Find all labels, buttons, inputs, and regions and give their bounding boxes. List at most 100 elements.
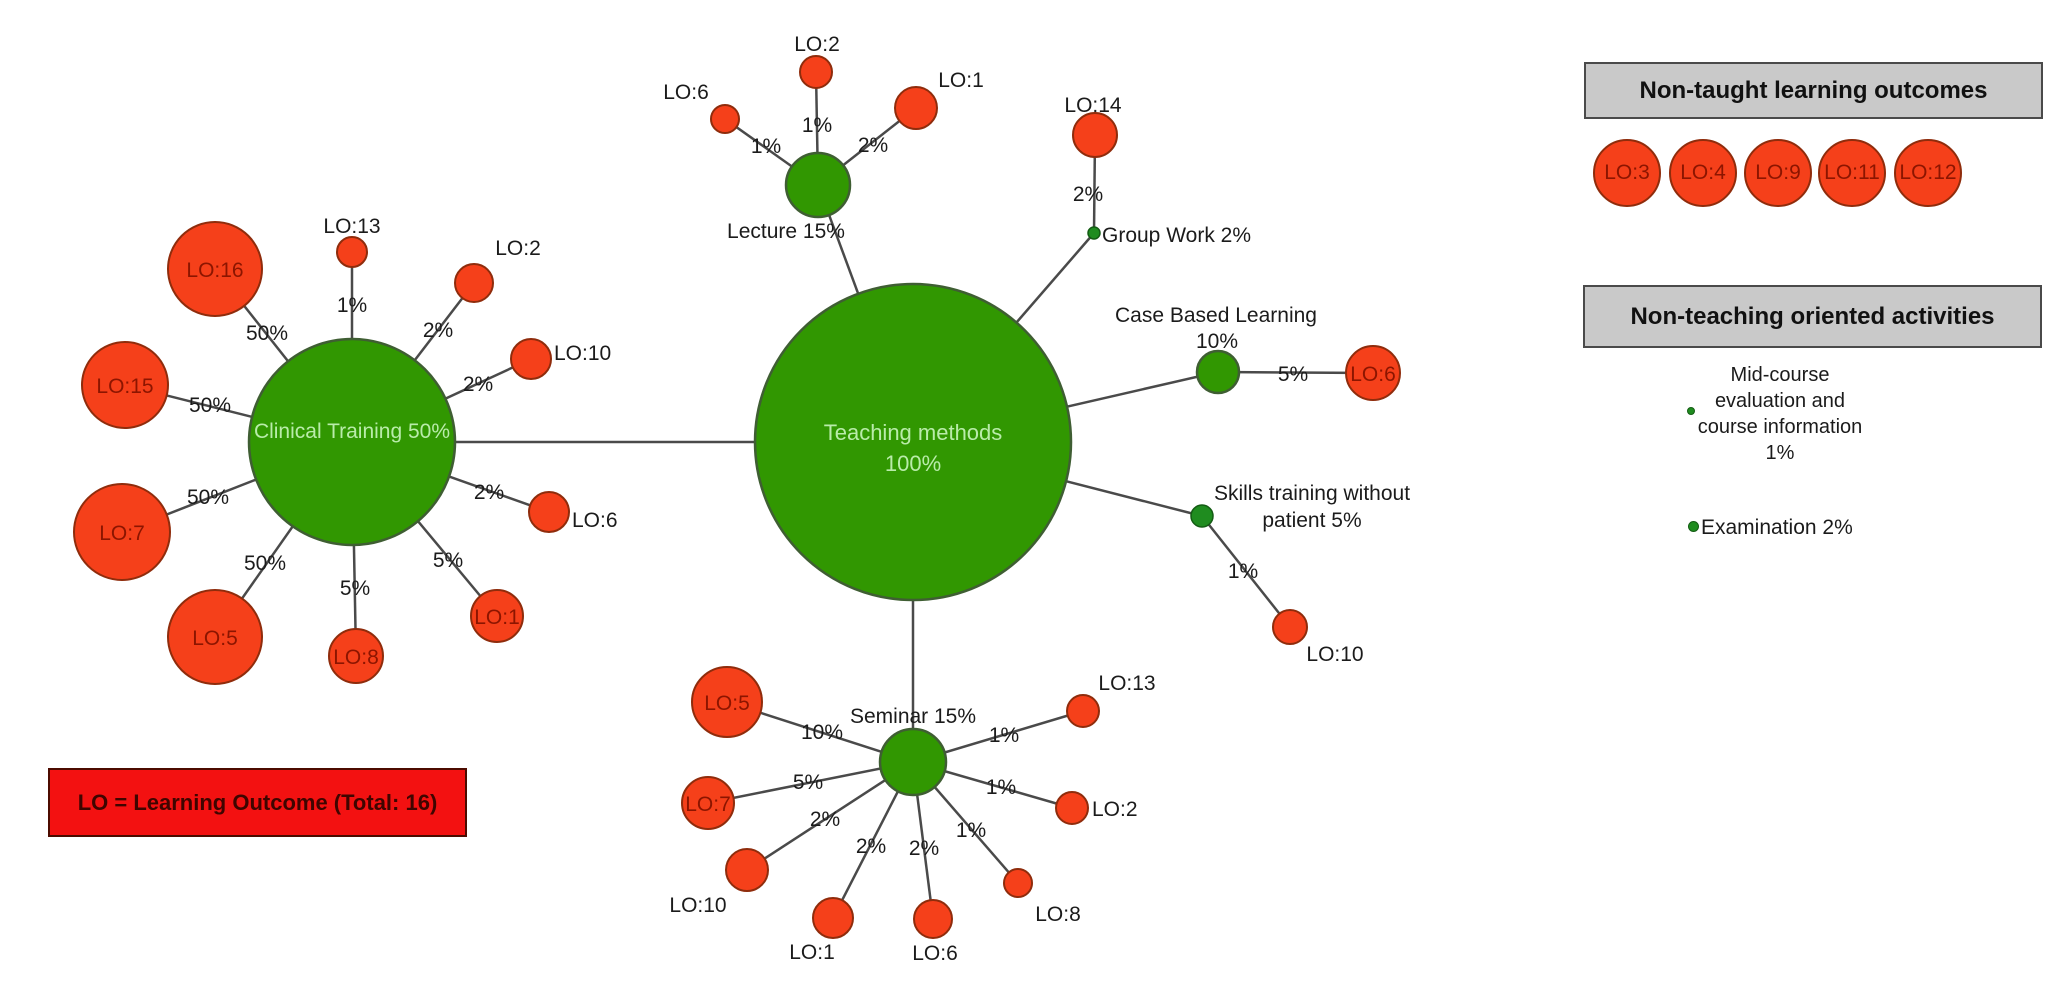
non-taught-lo4-node: LO:4 <box>1669 139 1737 207</box>
clinical-lo5-label: LO:5 <box>192 627 238 650</box>
non-taught-lo4-label: LO:4 <box>1680 161 1726 184</box>
casebased-lo6-node <box>1345 345 1401 401</box>
seminar-lo6-label: LO:6 <box>912 942 958 965</box>
non-teaching-title: Non-teaching oriented activities <box>1630 302 1995 330</box>
teaching-methods-label: Teaching methods <box>824 420 1003 445</box>
lecture-node <box>784 151 852 219</box>
lecture-lo1-label: LO:1 <box>938 69 984 92</box>
casebased-lo6-label: LO:6 <box>1350 363 1396 386</box>
seminar-lo13-label: LO:13 <box>1098 672 1155 695</box>
skills-lo10-node <box>1272 609 1308 645</box>
clinical-lo16-pct: 50% <box>246 322 288 345</box>
lecture-lo6-label: LO:6 <box>663 81 709 104</box>
midcourse-line1: Mid-course <box>1730 364 1830 386</box>
lecture-label: Lecture 15% <box>727 220 845 243</box>
clinical-lo6-pct: 2% <box>474 481 504 504</box>
clinical-lo2-pct: 2% <box>423 319 453 342</box>
seminar-lo1-label: LO:1 <box>789 941 835 964</box>
case-based-pct: 10% <box>1196 330 1238 353</box>
seminar-label: Seminar 15% <box>850 705 976 728</box>
clinical-lo1-node <box>470 589 524 643</box>
clinical-lo5-node <box>167 589 263 685</box>
non-taught-lo3-label: LO:3 <box>1604 161 1650 184</box>
seminar-lo1-node <box>812 897 854 939</box>
clinical-lo13-pct: 1% <box>337 294 367 317</box>
case-based-label: Case Based Learning <box>1115 304 1317 327</box>
lecture-lo1-node <box>894 86 938 130</box>
non-taught-lo3-node: LO:3 <box>1593 139 1661 207</box>
midcourse-item: Mid-course evaluation and course informa… <box>1660 362 1900 466</box>
seminar-lo7-label: LO:7 <box>685 793 731 816</box>
seminar-lo2-pct: 1% <box>986 776 1016 799</box>
non-taught-header: Non-taught learning outcomes <box>1584 62 2043 119</box>
seminar-lo5-pct: 10% <box>801 721 843 744</box>
seminar-lo10-pct: 2% <box>810 808 840 831</box>
non-taught-title: Non-taught learning outcomes <box>1639 76 1988 104</box>
seminar-lo2-node <box>1055 791 1089 825</box>
clinical-lo15-node <box>81 341 169 429</box>
lecture-lo2-node <box>799 55 833 89</box>
clinical-lo10-pct: 2% <box>463 373 493 396</box>
seminar-node <box>878 727 948 797</box>
seminar-lo7-node <box>681 776 735 830</box>
lecture-lo6-pct: 1% <box>751 135 781 158</box>
legend-box: LO = Learning Outcome (Total: 16) <box>48 768 467 837</box>
midcourse-line4: 1% <box>1765 442 1795 464</box>
non-teaching-header: Non-teaching oriented activities <box>1583 285 2042 348</box>
casebased-lo6-pct: 5% <box>1278 363 1308 386</box>
seminar-lo5-label: LO:5 <box>704 692 750 715</box>
edge-skills-lo10 <box>1201 515 1291 628</box>
examination-dot-icon <box>1688 521 1699 532</box>
clinical-lo7-node <box>73 483 171 581</box>
midcourse-line2: evaluation and <box>1714 390 1846 412</box>
clinical-lo7-pct: 50% <box>187 486 229 509</box>
clinical-lo6-label: LO:6 <box>572 509 618 532</box>
non-taught-lo11-label: LO:11 <box>1824 161 1880 184</box>
clinical-lo15-label: LO:15 <box>96 375 153 398</box>
group-work-label: Group Work 2% <box>1102 224 1251 247</box>
clinical-lo1-pct: 5% <box>433 549 463 572</box>
seminar-lo6-pct: 2% <box>909 837 939 860</box>
clinical-lo16-label: LO:16 <box>186 259 243 282</box>
clinical-lo10-node <box>510 338 552 380</box>
clinical-lo7-label: LO:7 <box>99 522 145 545</box>
seminar-lo13-pct: 1% <box>989 724 1019 747</box>
non-taught-lo12-label: LO:12 <box>1899 161 1957 184</box>
groupwork-lo14-label: LO:14 <box>1064 94 1122 117</box>
lecture-lo2-pct: 1% <box>802 114 832 137</box>
clinical-training-label: Clinical Training 50% <box>254 420 450 443</box>
seminar-lo8-pct: 1% <box>956 819 986 842</box>
clinical-lo16-node <box>167 221 263 317</box>
skills-training-node <box>1190 504 1214 528</box>
seminar-lo8-node <box>1003 868 1033 898</box>
edge-seminar-lo7 <box>707 760 914 805</box>
clinical-lo8-node <box>328 628 384 684</box>
groupwork-lo14-pct: 2% <box>1073 183 1103 206</box>
clinical-lo13-label: LO:13 <box>323 215 380 238</box>
clinical-lo1-label: LO:1 <box>474 606 520 629</box>
seminar-lo13-node <box>1066 694 1100 728</box>
clinical-lo8-pct: 5% <box>340 577 370 600</box>
non-taught-lo12-node: LO:12 <box>1894 139 1962 207</box>
clinical-lo8-label: LO:8 <box>333 646 379 669</box>
seminar-lo10-label: LO:10 <box>669 894 726 917</box>
groupwork-lo14-node <box>1072 112 1118 158</box>
teaching-methods-node <box>753 282 1073 602</box>
seminar-lo7-pct: 5% <box>793 771 823 794</box>
examination-item: Examination 2% <box>1701 516 1853 539</box>
lecture-lo1-pct: 2% <box>858 134 888 157</box>
lecture-lo6-node <box>710 104 740 134</box>
teaching-methods-pct: 100% <box>885 451 941 476</box>
midcourse-dot-icon <box>1687 407 1695 415</box>
midcourse-line3: course information <box>1697 416 1863 438</box>
skills-label-line2: patient 5% <box>1262 509 1361 532</box>
clinical-lo2-node <box>454 263 494 303</box>
clinical-lo6-node <box>528 491 570 533</box>
clinical-lo10-label: LO:10 <box>554 342 611 365</box>
group-work-node <box>1087 226 1101 240</box>
case-based-learning-node <box>1195 349 1241 395</box>
clinical-lo15-pct: 50% <box>189 394 231 417</box>
skills-lo10-pct: 1% <box>1228 560 1258 583</box>
